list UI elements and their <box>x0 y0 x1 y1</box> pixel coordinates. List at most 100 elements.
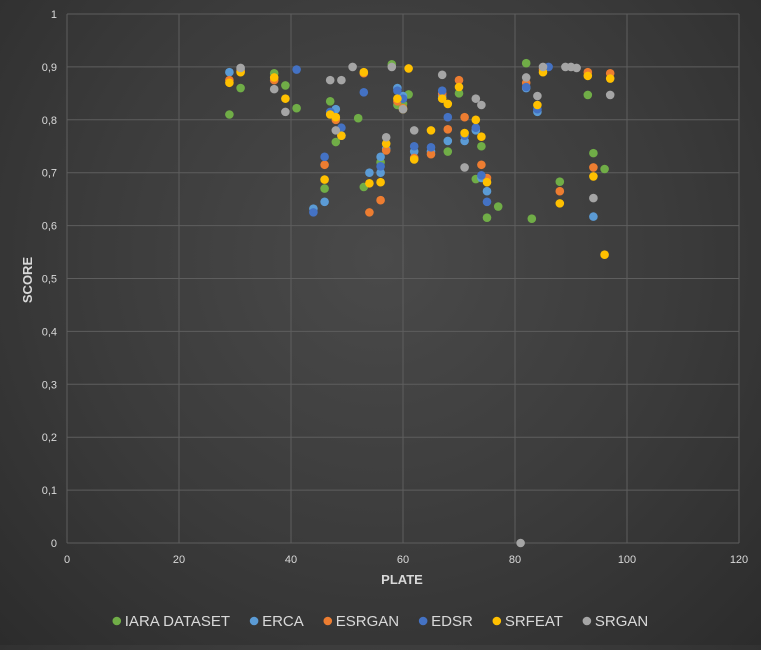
data-point <box>331 126 341 135</box>
data-point <box>404 64 413 73</box>
data-point <box>292 65 301 74</box>
data-point <box>376 162 385 171</box>
data-point <box>381 139 391 148</box>
x-tick-label: 0 <box>64 554 70 566</box>
data-point <box>477 160 486 170</box>
legend-label: SRFEAT <box>505 613 563 630</box>
data-point <box>376 152 385 162</box>
data-point <box>269 84 279 94</box>
y-tick-label: 0,5 <box>42 274 57 286</box>
data-point <box>320 197 329 207</box>
x-tick-label: 80 <box>509 554 521 566</box>
data-point <box>325 75 335 85</box>
data-point <box>309 208 318 217</box>
data-point <box>337 131 346 140</box>
y-tick-label: 0,3 <box>42 379 57 391</box>
data-point <box>477 171 486 180</box>
data-point <box>555 199 565 208</box>
data-point <box>225 67 234 77</box>
data-point <box>521 82 531 92</box>
data-point <box>471 115 481 125</box>
data-point <box>605 74 615 83</box>
data-point <box>376 195 385 205</box>
data-point <box>454 89 464 98</box>
gridlines <box>66 13 740 544</box>
data-point <box>460 163 469 172</box>
data-point <box>533 91 542 101</box>
data-point <box>521 73 531 82</box>
data-point <box>437 94 447 103</box>
data-point <box>493 202 503 211</box>
data-point <box>292 103 301 113</box>
data-point <box>555 186 565 196</box>
data-point <box>236 63 245 73</box>
data-point <box>589 193 598 203</box>
x-tick-label: 20 <box>173 554 185 566</box>
y-tick-label: 0,6 <box>42 221 57 233</box>
data-point <box>426 126 436 135</box>
data-point <box>365 178 374 188</box>
data-point <box>538 62 548 72</box>
x-tick-label: 100 <box>618 554 636 566</box>
data-points <box>225 58 615 548</box>
data-point <box>589 163 598 172</box>
legend-item: ESRGAN <box>323 613 399 630</box>
legend-label: ERCA <box>262 613 304 630</box>
data-point <box>409 126 419 135</box>
data-point <box>320 175 329 184</box>
data-point <box>443 147 453 156</box>
data-point <box>589 172 598 181</box>
data-point <box>359 67 369 77</box>
data-point <box>337 75 346 85</box>
data-point <box>281 107 290 117</box>
data-point <box>331 137 341 147</box>
legend-marker <box>323 616 333 626</box>
legend-marker <box>582 616 592 626</box>
data-point <box>409 141 419 151</box>
data-point <box>437 70 447 80</box>
data-point <box>605 90 615 100</box>
data-point <box>583 71 593 81</box>
legend-label: EDSR <box>431 613 473 630</box>
data-point <box>376 177 385 187</box>
data-point <box>454 75 464 85</box>
data-point <box>281 81 290 90</box>
data-point <box>225 78 234 88</box>
data-point <box>589 212 598 221</box>
y-tick-label: 0,9 <box>42 62 57 74</box>
data-point <box>516 538 525 548</box>
legend: IARA DATASET ERCA ESRGAN EDSR SRFEAT SRGAN <box>112 613 648 630</box>
data-point <box>325 96 335 106</box>
data-point <box>471 123 481 133</box>
data-point <box>482 177 492 187</box>
legend-item: SRFEAT <box>492 613 563 630</box>
data-point <box>269 73 279 82</box>
legend-item: SRGAN <box>582 613 648 630</box>
legend-label: IARA DATASET <box>125 613 230 630</box>
data-point <box>376 168 385 177</box>
data-point <box>437 86 447 96</box>
data-point <box>398 104 408 114</box>
data-point <box>482 213 492 222</box>
data-point <box>331 112 341 122</box>
tick-labels: 0 0,1 0,2 0,3 0,4 0,5 0,6 0,7 0,8 0,9 1 0 20 40 60 80 10… <box>42 9 748 566</box>
data-point <box>477 132 486 142</box>
x-tick-label: 60 <box>397 554 409 566</box>
series-srfeat <box>225 64 615 259</box>
data-point <box>320 184 329 193</box>
data-point <box>225 110 234 119</box>
y-tick-label: 0 <box>51 538 57 550</box>
legend-marker <box>418 616 428 626</box>
data-point <box>353 113 363 123</box>
x-tick-label: 120 <box>730 554 748 566</box>
x-tick-label: 40 <box>285 554 297 566</box>
y-axis-title: SCORE <box>20 257 35 304</box>
data-point <box>533 100 542 110</box>
legend-item: EDSR <box>418 613 473 630</box>
data-point <box>426 149 436 159</box>
data-point <box>426 143 436 152</box>
data-point <box>454 82 464 92</box>
data-point <box>443 99 453 109</box>
data-point <box>365 208 374 217</box>
